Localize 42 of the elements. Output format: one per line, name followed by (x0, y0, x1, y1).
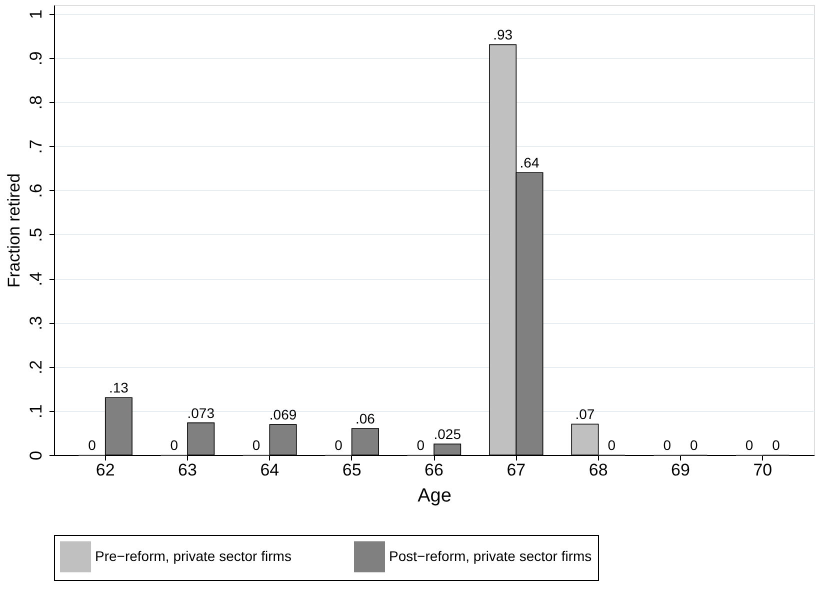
y-tick-label: .7 (26, 140, 46, 154)
y-tick-label: .2 (26, 360, 46, 374)
y-tick-label: .8 (26, 95, 46, 110)
x-tick-label: 69 (671, 460, 690, 480)
data-label: .93 (493, 26, 513, 43)
x-tick-label: 62 (96, 460, 115, 480)
legend-label: Pre−reform, private sector firms (95, 548, 292, 564)
data-label: .64 (520, 154, 540, 171)
data-label: .13 (108, 380, 129, 396)
y-tick-label: .3 (26, 316, 46, 330)
data-label: .07 (575, 406, 595, 422)
x-tick-label: 70 (753, 460, 772, 480)
data-label: 0 (608, 437, 616, 453)
x-tick-label: 66 (424, 460, 444, 480)
data-label: .025 (434, 426, 462, 442)
data-label: 0 (88, 437, 96, 453)
legend-label: Post−reform, private sector firms (389, 548, 592, 564)
x-axis-title: Age (418, 486, 452, 506)
data-label: 0 (170, 437, 178, 453)
data-label: 0 (416, 437, 425, 453)
data-label: 0 (772, 437, 780, 453)
data-label: 0 (252, 437, 260, 453)
y-tick-label: .4 (26, 272, 46, 286)
data-label: 0 (663, 437, 672, 453)
y-tick-label: .5 (26, 228, 46, 242)
x-tick-label: 65 (342, 460, 362, 480)
data-label: .069 (269, 406, 297, 423)
y-tick-label: 1 (26, 10, 46, 20)
data-label: 0 (690, 437, 698, 453)
x-tick-label: 67 (506, 460, 526, 480)
data-label: .073 (187, 404, 215, 421)
data-label: 0 (334, 437, 343, 453)
x-tick-label: 68 (588, 460, 608, 480)
y-tick-label: .9 (26, 51, 46, 66)
y-tick-label: .1 (26, 404, 46, 418)
y-tick-label: .6 (26, 184, 46, 198)
y-tick-label: 0 (26, 450, 46, 460)
x-tick-label: 64 (260, 460, 280, 480)
y-axis-title: Fraction retired (4, 173, 24, 288)
data-label: .06 (355, 410, 376, 427)
data-label: 0 (745, 437, 754, 453)
x-tick-label: 63 (178, 460, 197, 480)
